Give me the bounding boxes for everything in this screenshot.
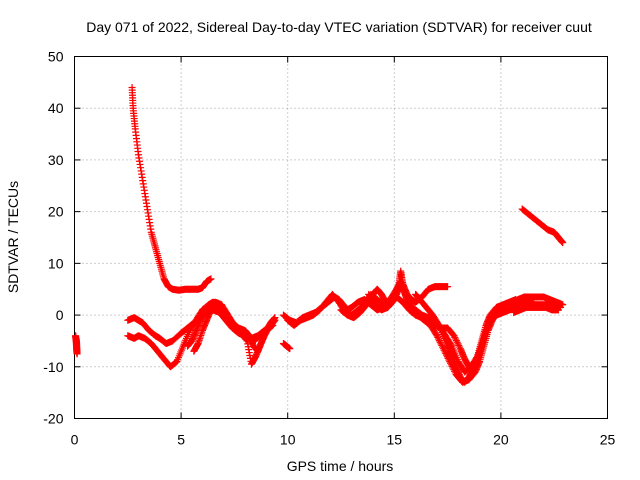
plus-marker xyxy=(440,346,448,354)
plus-marker xyxy=(242,336,250,344)
plus-marker xyxy=(450,366,458,374)
plus-marker xyxy=(271,314,279,322)
plus-marker xyxy=(435,335,443,343)
plus-marker xyxy=(498,304,506,312)
plus-marker xyxy=(447,359,455,367)
plus-marker xyxy=(207,275,215,283)
plus-marker xyxy=(441,348,449,356)
series-arc-f xyxy=(284,277,520,386)
plus-marker xyxy=(455,341,463,349)
plus-marker xyxy=(434,333,442,341)
y-tick-label: 40 xyxy=(48,100,64,116)
y-tick-label: 50 xyxy=(48,49,64,65)
plus-marker xyxy=(433,332,441,340)
plus-marker xyxy=(269,319,277,327)
plus-marker xyxy=(554,306,562,314)
y-tick-label: 10 xyxy=(48,255,64,271)
plus-marker xyxy=(439,343,447,351)
x-tick-label: 25 xyxy=(600,432,616,448)
grid-lines xyxy=(74,56,608,419)
series-arc-i xyxy=(412,290,486,376)
plus-marker xyxy=(439,345,447,353)
plus-marker xyxy=(449,364,457,372)
x-tick-label: 0 xyxy=(71,432,79,448)
plus-marker xyxy=(453,338,461,346)
plus-marker xyxy=(452,337,460,345)
x-axis-label: GPS time / hours xyxy=(287,458,394,474)
plus-marker xyxy=(444,283,452,291)
data-marks xyxy=(72,84,567,386)
plus-marker xyxy=(452,335,460,343)
plus-marker xyxy=(437,340,445,348)
series-arc-h xyxy=(365,267,507,386)
series-late-arc-c xyxy=(510,303,562,316)
x-tick-labels: 0 5 10 15 20 25 xyxy=(71,432,616,448)
chart-title: Day 071 of 2022, Sidereal Day-to-day VTE… xyxy=(86,19,592,35)
plus-marker xyxy=(448,362,456,370)
y-tick-labels: -20 -10 0 10 20 30 40 50 xyxy=(43,49,63,427)
plus-marker xyxy=(499,303,507,311)
series-late-high-arc xyxy=(518,205,567,247)
plus-marker xyxy=(438,341,446,349)
y-tick-label: -20 xyxy=(43,411,63,427)
plus-marker xyxy=(443,353,451,361)
plus-marker xyxy=(451,333,459,341)
plus-marker xyxy=(478,342,486,350)
plus-marker xyxy=(442,350,450,358)
series-mid-short-arc xyxy=(279,340,294,353)
plus-marker xyxy=(559,239,567,247)
x-tick-label: 15 xyxy=(387,432,403,448)
plus-marker xyxy=(72,334,80,342)
y-axis-label: SDTVAR / TECUs xyxy=(5,181,21,293)
plus-marker xyxy=(447,341,455,349)
series-high-decay-arc xyxy=(128,84,215,294)
plus-marker xyxy=(443,351,451,359)
plus-marker xyxy=(497,305,505,313)
series-start-short-arc xyxy=(72,332,81,358)
plus-marker xyxy=(435,337,443,345)
y-tick-label: 0 xyxy=(56,307,64,323)
series-arc-d xyxy=(190,298,277,368)
plus-marker xyxy=(444,354,452,362)
x-tick-label: 20 xyxy=(493,432,509,448)
y-tick-label: 20 xyxy=(48,204,64,220)
plus-marker xyxy=(454,340,462,348)
plus-marker xyxy=(286,345,294,353)
x-tick-label: 10 xyxy=(280,432,296,448)
plus-marker xyxy=(451,367,459,375)
plus-marker xyxy=(450,332,458,340)
y-tick-label: -10 xyxy=(43,359,63,375)
plot-frame xyxy=(74,56,608,419)
plus-marker xyxy=(447,361,455,369)
axis-ticks xyxy=(74,56,608,419)
plus-marker xyxy=(445,356,453,364)
y-tick-label: 30 xyxy=(48,152,64,168)
plus-marker xyxy=(446,358,454,366)
plus-marker xyxy=(436,338,444,346)
x-tick-label: 5 xyxy=(177,432,185,448)
